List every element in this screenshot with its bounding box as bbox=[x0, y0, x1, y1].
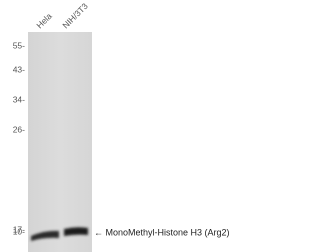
marker-label: 10- bbox=[13, 226, 25, 236]
lane-labels: Hela NIH/3T3 bbox=[34, 1, 90, 31]
marker-labels: 55-43-34-26-17-10- bbox=[13, 40, 25, 236]
band-label: ← MonoMethyl-Histone H3 (Arg2) bbox=[94, 227, 230, 237]
lane-label: NIH/3T3 bbox=[60, 1, 90, 31]
blot-membrane bbox=[28, 32, 92, 252]
marker-label: 55- bbox=[13, 40, 25, 50]
lane-label: Hela bbox=[34, 11, 54, 31]
marker-label: 34- bbox=[13, 94, 25, 104]
marker-label: 43- bbox=[13, 64, 25, 74]
band-lane-2 bbox=[64, 227, 88, 236]
marker-label: 26- bbox=[13, 124, 25, 134]
